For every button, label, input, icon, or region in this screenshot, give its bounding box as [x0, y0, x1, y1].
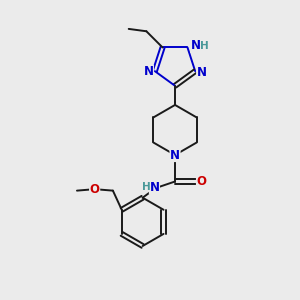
Text: H: H — [200, 41, 208, 51]
Text: O: O — [90, 183, 100, 196]
Text: N: N — [149, 181, 159, 194]
Text: N: N — [170, 148, 180, 161]
Text: H: H — [142, 182, 150, 192]
Text: N: N — [191, 40, 201, 52]
Text: N: N — [197, 66, 207, 79]
Text: O: O — [196, 175, 206, 188]
Text: N: N — [143, 65, 153, 78]
